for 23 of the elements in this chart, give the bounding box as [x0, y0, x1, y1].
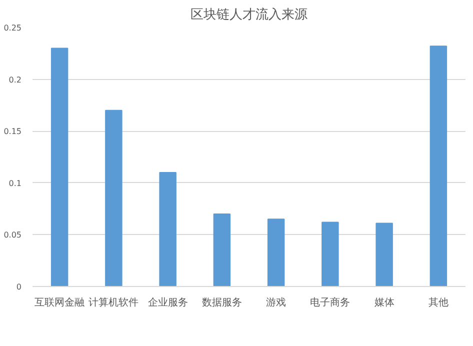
x-tick-label: 其他 [428, 296, 448, 308]
y-tick-label: 0.05 [4, 230, 22, 240]
bar [159, 172, 176, 286]
x-tick-label: 互联网金融 [34, 296, 85, 308]
bar [267, 218, 285, 286]
bar [376, 222, 393, 286]
x-tick-label: 企业服务 [148, 296, 188, 308]
y-tick-label: 0.1 [8, 178, 22, 188]
y-tick-label: 0 [16, 282, 22, 292]
bar [105, 110, 122, 286]
y-tick-label: 0.2 [8, 75, 22, 84]
x-tick-label: 游戏 [266, 296, 286, 308]
bar [50, 48, 68, 286]
bar [430, 46, 448, 286]
bar [322, 222, 339, 286]
chart-title: 区块链人才流入来源 [190, 6, 308, 22]
x-tick-label: 媒体 [374, 296, 394, 308]
y-tick-label: 0.15 [4, 127, 22, 136]
x-tick-label: 计算机软件 [88, 296, 139, 308]
y-tick-label: 0.25 [4, 24, 22, 32]
x-tick-label: 电子商务 [310, 296, 350, 308]
bar [213, 213, 231, 286]
x-tick-label: 数据服务 [202, 296, 242, 308]
